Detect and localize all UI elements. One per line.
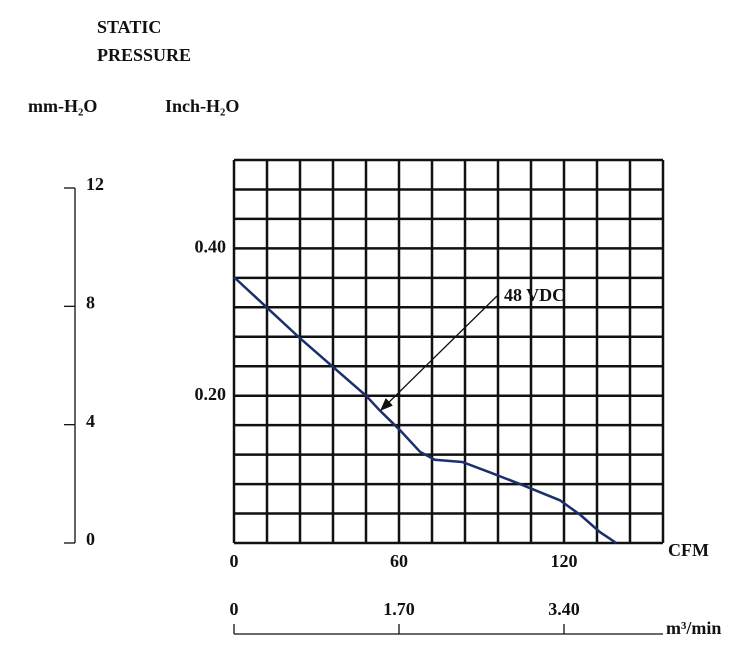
x2-tick-label: 0 — [230, 599, 239, 619]
y2-tick-label: 4 — [86, 411, 95, 431]
annotation: 48 VDC — [504, 285, 565, 305]
x2-axis-label: m³/min — [666, 618, 721, 638]
title-line: STATIC — [97, 17, 161, 37]
title-line: PRESSURE — [97, 45, 191, 65]
x2-tick-label: 1.70 — [383, 599, 415, 619]
x-tick-label: 0 — [230, 551, 239, 571]
y2-tick-label: 8 — [86, 292, 95, 312]
data-line — [233, 276, 617, 545]
x-tick-label: 60 — [390, 551, 408, 571]
annotation-arrow — [380, 295, 498, 411]
x2-tick-label: 3.40 — [548, 599, 580, 619]
y-tick-label: 0.20 — [195, 384, 227, 404]
y-tick-label: 0.40 — [195, 237, 227, 257]
y2-tick-label: 0 — [86, 529, 95, 549]
y2-tick-label: 12 — [86, 174, 104, 194]
x-axis-label: CFM — [668, 540, 709, 560]
y2-axis-label: mm-H₂O — [28, 96, 97, 116]
x-tick-label: 120 — [551, 551, 578, 571]
y-axis-label: Inch-H₂O — [165, 96, 239, 116]
